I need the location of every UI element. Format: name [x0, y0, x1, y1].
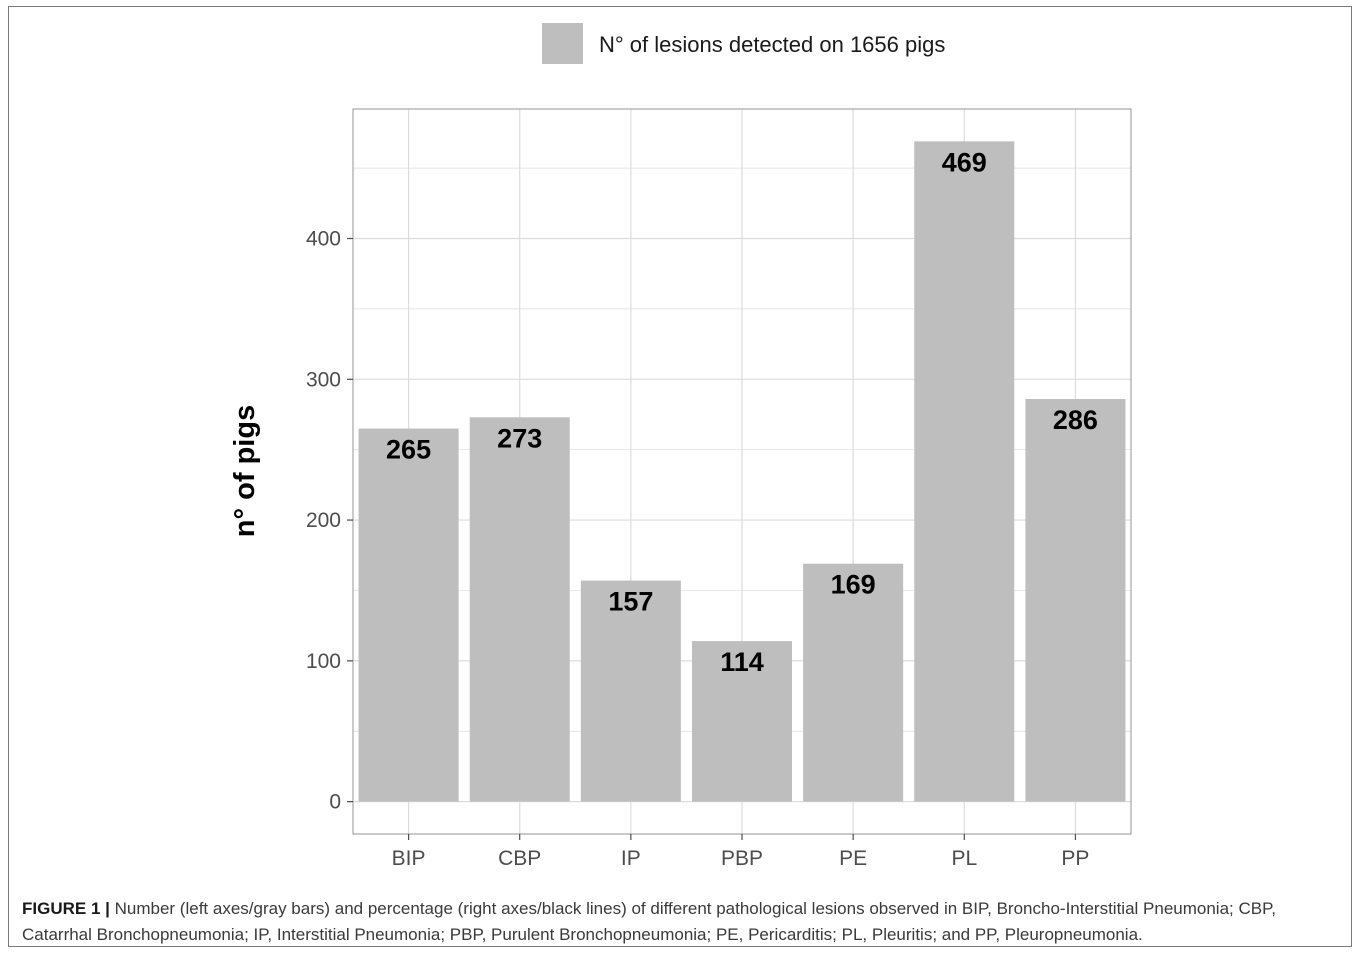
x-tick-label-pl: PL [951, 847, 977, 870]
data-label-pp: 286 [1053, 405, 1098, 435]
y-axis: 0 100 200 300 400 [306, 228, 353, 814]
x-tick-label-pe: PE [839, 847, 867, 870]
bar-pp [1025, 399, 1126, 802]
bar-cbp [469, 417, 570, 802]
data-label-pe: 169 [831, 570, 876, 600]
data-labels: 265 273 157 114 169 469 286 [386, 147, 1098, 677]
caption-label: FIGURE 1 | [22, 899, 110, 918]
bar-pe [803, 563, 904, 802]
y-tick-label: 0 [329, 791, 341, 814]
y-tick-label: 200 [306, 509, 341, 532]
caption-text: Number (left axes/gray bars) and percent… [22, 899, 1276, 944]
bars [358, 141, 1126, 802]
data-label-bip: 265 [386, 435, 431, 465]
legend-label: N° of lesions detected on 1656 pigs [599, 32, 945, 57]
bar-ip [580, 580, 681, 802]
data-label-pbp: 114 [720, 647, 764, 677]
x-tick-label-pp: PP [1061, 847, 1089, 870]
x-axis: BIP CBP IP PBP PE PL PP [392, 834, 1089, 870]
y-tick-label: 300 [306, 368, 341, 391]
data-label-pl: 469 [942, 147, 987, 177]
bar-pl [914, 141, 1015, 802]
bar-pbp [691, 641, 793, 802]
bar-chart: N° of lesions detected on 1656 pigs 265 2… [229, 23, 1132, 870]
figure-frame [8, 6, 1352, 947]
y-axis-title: n° of pigs [229, 405, 261, 537]
figure-caption: FIGURE 1 | Number (left axes/gray bars) … [22, 896, 1347, 948]
y-tick-label: 400 [306, 228, 341, 251]
bar-bip [358, 428, 459, 802]
y-tick-label: 100 [306, 650, 341, 673]
x-tick-label-pbp: PBP [721, 847, 763, 870]
x-tick-label-bip: BIP [392, 847, 426, 870]
legend: N° of lesions detected on 1656 pigs [542, 23, 945, 64]
x-tick-label-cbp: CBP [498, 847, 541, 870]
data-label-ip: 157 [608, 587, 653, 617]
data-label-cbp: 273 [497, 423, 542, 453]
legend-key [542, 23, 583, 64]
x-tick-label-ip: IP [621, 847, 641, 870]
